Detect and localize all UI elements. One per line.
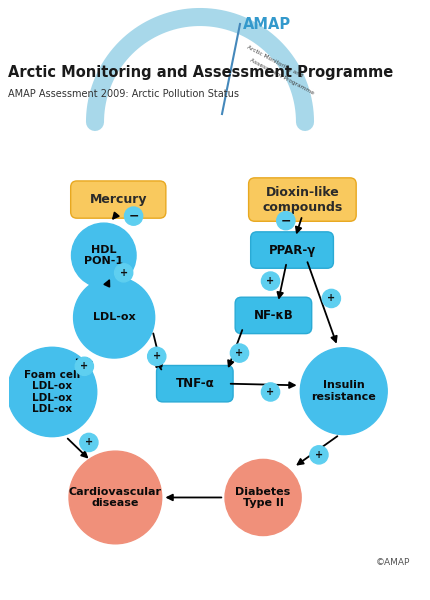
- Text: Arctic Monitoring and: Arctic Monitoring and: [246, 45, 303, 79]
- Text: −: −: [128, 209, 138, 223]
- Text: PPAR-γ: PPAR-γ: [268, 244, 315, 257]
- Circle shape: [322, 289, 340, 308]
- FancyBboxPatch shape: [156, 365, 233, 402]
- Circle shape: [80, 433, 98, 452]
- Circle shape: [276, 212, 294, 230]
- Text: HDL
PON-1: HDL PON-1: [84, 245, 123, 266]
- Circle shape: [69, 451, 161, 544]
- Circle shape: [261, 383, 279, 401]
- Circle shape: [300, 347, 386, 434]
- Circle shape: [224, 460, 301, 536]
- Text: −: −: [280, 214, 290, 227]
- Text: Dioxin-like
compounds: Dioxin-like compounds: [262, 185, 342, 214]
- Text: AMAP: AMAP: [243, 17, 290, 32]
- Circle shape: [309, 446, 327, 464]
- Text: Assessment Programme: Assessment Programme: [249, 58, 314, 96]
- Text: +: +: [152, 352, 160, 361]
- Text: +: +: [314, 450, 322, 460]
- Text: Foam cell
LDL-ox
LDL-ox
LDL-ox: Foam cell LDL-ox LDL-ox LDL-ox: [24, 370, 80, 415]
- Circle shape: [75, 357, 93, 376]
- Text: +: +: [80, 361, 88, 371]
- Text: Insulin
resistance: Insulin resistance: [310, 380, 375, 402]
- Circle shape: [74, 277, 154, 358]
- Text: +: +: [119, 268, 127, 278]
- Text: +: +: [235, 348, 243, 358]
- Text: Diabetes
Type II: Diabetes Type II: [235, 487, 290, 508]
- Circle shape: [147, 347, 166, 365]
- FancyBboxPatch shape: [248, 178, 355, 221]
- Text: AMAP Assessment 2009: Arctic Pollution Status: AMAP Assessment 2009: Arctic Pollution S…: [8, 89, 239, 99]
- Circle shape: [71, 223, 136, 287]
- Text: LDL-ox: LDL-ox: [92, 313, 135, 322]
- Circle shape: [230, 344, 248, 362]
- Text: Arctic Monitoring and Assessment Programme: Arctic Monitoring and Assessment Program…: [8, 65, 392, 80]
- Circle shape: [124, 207, 142, 225]
- Circle shape: [114, 263, 132, 282]
- FancyBboxPatch shape: [250, 232, 333, 268]
- Text: Cardiovascular
disease: Cardiovascular disease: [69, 487, 162, 508]
- Text: ©AMAP: ©AMAP: [375, 557, 409, 566]
- FancyBboxPatch shape: [71, 181, 166, 218]
- Circle shape: [7, 347, 96, 437]
- Text: +: +: [266, 276, 274, 286]
- Text: +: +: [85, 437, 93, 448]
- Text: +: +: [266, 387, 274, 397]
- FancyBboxPatch shape: [235, 297, 311, 334]
- Text: NF-κB: NF-κB: [253, 309, 293, 322]
- Text: Mercury: Mercury: [89, 193, 147, 206]
- Text: +: +: [326, 293, 335, 304]
- Text: TNF-α: TNF-α: [175, 377, 214, 390]
- Circle shape: [261, 272, 279, 290]
